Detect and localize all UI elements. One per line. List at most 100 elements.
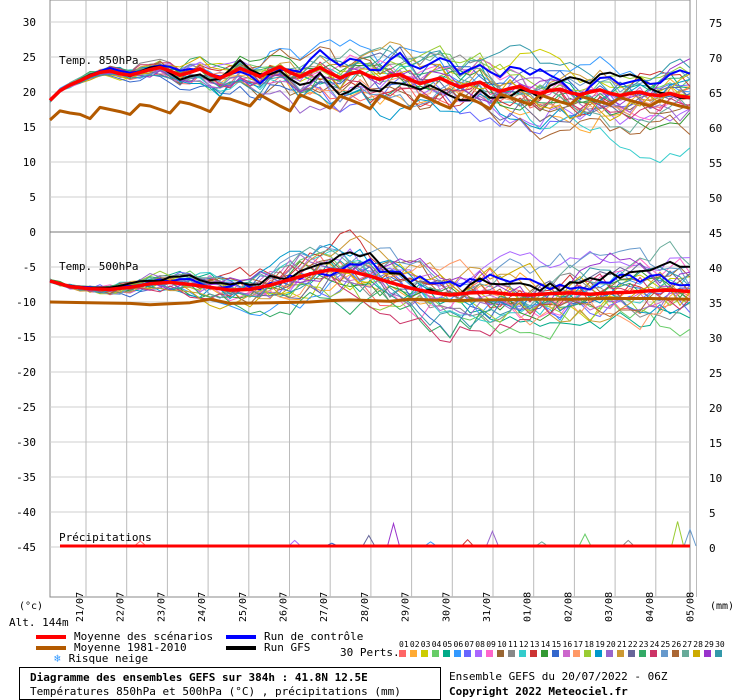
mean-line-850 [48,65,691,102]
ensemble-member-500 [49,261,691,324]
precip-spike [671,521,685,547]
date-tick-label: 24/07 [197,592,208,622]
left-tick-label: 0 [29,226,36,239]
left-tick-label: 25 [23,51,36,64]
pert-number: 13 [529,640,540,649]
date-tick-label: 22/07 [116,592,127,622]
pert-number: 20 [606,640,616,649]
pert-swatch [529,650,537,657]
right-tick-label: 75 [709,17,722,30]
pert-swatch [453,650,461,657]
pert-number: 18 [584,640,594,649]
panel-label-850: Temp. 850hPa [59,54,138,67]
date-tick-label: 21/07 [75,592,86,622]
legend-snow: ❄ Risque neige [54,653,148,665]
footer-subtitle: Températures 850hPa et 500hPa (°C) , pré… [30,685,401,698]
left-tick-label: -25 [16,401,36,414]
left-tick-label: 15 [23,121,36,134]
footer-title: Diagramme des ensembles GEFS sur 384h : … [30,671,368,684]
pert-number: 30 [715,640,725,649]
left-tick-label: -30 [16,436,36,449]
ensemble-member-850 [49,65,691,109]
left-tick-label: 5 [29,191,36,204]
pert-swatch [715,650,723,657]
date-tick-label: 05/08 [686,592,697,622]
ensemble-member-850 [49,44,691,102]
left-tick-label: -45 [16,541,36,554]
pert-number: 03 [420,640,431,649]
unit-right: (mm) [710,601,734,612]
panel-label-precip: Précipitations [59,531,152,544]
snowflake-icon: ❄ [54,652,61,665]
pert-number: 08 [475,640,485,649]
pert-swatch [431,650,439,657]
pert-swatch [442,650,450,657]
date-tick-label: 25/07 [238,592,249,622]
legend-perts: 30 Perts. [340,646,400,659]
left-tick-label: -20 [16,366,36,379]
legend-control-swatch [226,635,256,639]
unit-left: (°c) [19,601,43,612]
ensemble-member-850 [49,45,691,102]
date-tick-label: 02/08 [563,592,574,622]
pert-swatch [518,650,526,657]
pert-number: 25 [660,640,671,649]
pert-number: 10 [497,640,507,649]
pert-number: 15 [551,640,562,649]
right-tick-label: 55 [709,157,722,170]
ensemble-member-850 [49,41,691,106]
date-tick-label: 28/07 [360,592,371,622]
legend-control-label: Run de contrôle [264,630,364,643]
pert-number: 17 [573,640,584,649]
mean-line-500 [49,268,691,297]
right-tick-label: 65 [709,87,722,100]
pert-swatch [682,650,690,657]
pert-number: 01 [399,640,409,649]
ensemble-member-500 [49,276,691,339]
pert-number: 07 [464,640,475,649]
altitude-label: Alt. 144m [9,616,69,629]
left-tick-label: -15 [16,331,36,344]
legend-control: Run de contrôle [226,631,363,643]
left-tick-label: -5 [23,261,36,274]
left-tick-label: 20 [23,86,36,99]
precip-spike [461,538,474,547]
legend-climato-swatch [36,646,66,650]
left-tick-label: -10 [16,296,36,309]
pert-swatch [540,650,548,657]
legend-mean-label: Moyenne des scénarios [74,630,214,643]
pert-number: 29 [704,640,714,649]
legend-snow-label: Risque neige [68,652,149,665]
pert-swatch [649,650,657,657]
precip-spike [485,529,499,547]
precip-spike [578,532,592,547]
right-tick-label: 40 [709,262,722,275]
precip-spike [133,540,147,547]
ensemble-member-500 [49,235,691,323]
pert-swatch [671,650,679,657]
pert-number: 06 [453,640,464,649]
date-tick-label: 27/07 [319,592,330,622]
pert-swatch [409,650,417,657]
right-tick-label: 25 [709,367,722,380]
panel-label-500: Temp. 500hPa [59,260,138,273]
pert-number: 23 [638,640,649,649]
date-tick-label: 30/07 [441,592,452,622]
pert-swatch [573,650,581,657]
ensemble-member-850 [49,52,691,116]
legend-climato: Moyenne 1981-2010 [36,642,187,654]
legend-mean: Moyenne des scénarios [36,631,213,643]
right-tick-label: 30 [709,332,722,345]
footer-title-box: Diagramme des ensembles GEFS sur 384h : … [19,667,441,700]
pert-swatch [606,650,614,657]
date-tick-label: 26/07 [279,592,290,622]
pert-number: 27 [682,640,693,649]
gfs-run-500 [49,251,691,296]
ensemble-member-850 [49,46,691,141]
left-tick-label: 30 [23,16,36,29]
date-tick-label: 31/07 [482,592,493,622]
pert-swatch [562,650,570,657]
footer-copyright: Copyright 2022 Meteociel.fr [449,685,628,698]
date-tick-label: 29/07 [401,592,412,622]
